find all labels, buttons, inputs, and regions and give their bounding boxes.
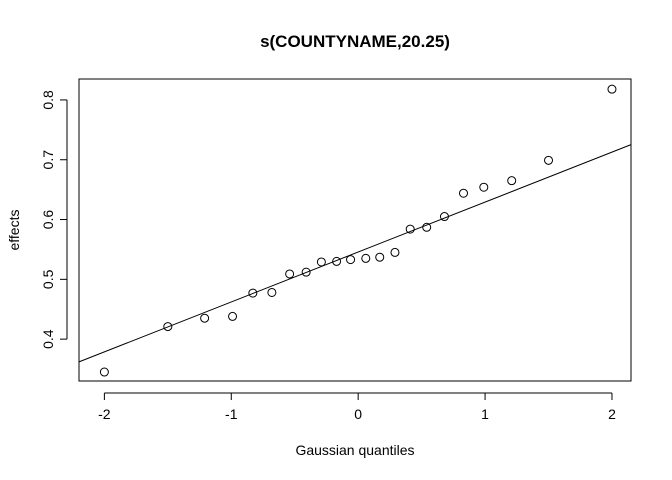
x-tick-label: 1 <box>481 406 489 422</box>
data-point <box>375 252 385 262</box>
y-tick-label: 0.8 <box>40 90 56 110</box>
data-point <box>390 247 400 257</box>
x-tick-label: -1 <box>225 406 238 422</box>
data-point <box>285 269 295 279</box>
qq-reference-line <box>78 144 632 363</box>
data-point <box>607 84 617 94</box>
data-point <box>332 256 342 266</box>
y-axis: 0.4 0.5 0.6 0.7 0.8 <box>40 90 68 349</box>
data-point <box>405 224 415 234</box>
data-point <box>301 267 311 277</box>
y-axis-label: effects <box>6 210 22 251</box>
plot-area-frame <box>78 78 632 382</box>
data-point <box>544 155 554 165</box>
data-point <box>267 287 277 297</box>
y-tick-label: 0.6 <box>40 210 56 230</box>
data-point <box>439 212 449 222</box>
data-point <box>422 222 432 232</box>
data-point <box>458 188 468 198</box>
data-point <box>361 253 371 263</box>
x-axis: -2 -1 0 1 2 <box>98 392 616 422</box>
data-point <box>248 288 258 298</box>
data-point <box>228 311 238 321</box>
data-point <box>99 367 109 377</box>
x-axis-label: Gaussian quantiles <box>295 442 414 458</box>
data-point <box>346 255 356 265</box>
data-point <box>200 313 210 323</box>
x-tick-label: 0 <box>354 406 362 422</box>
data-points-group <box>99 84 617 377</box>
y-tick-label: 0.4 <box>40 329 56 349</box>
data-point <box>507 176 517 186</box>
data-point <box>479 182 489 192</box>
y-tick-label: 0.7 <box>40 150 56 170</box>
y-tick-label: 0.5 <box>40 269 56 289</box>
x-tick-label: -2 <box>98 406 111 422</box>
reference-line-group <box>78 144 632 363</box>
data-point <box>316 257 326 267</box>
x-tick-label: 2 <box>608 406 616 422</box>
chart-title: s(COUNTYNAME,20.25) <box>260 32 450 51</box>
data-point <box>163 322 173 332</box>
